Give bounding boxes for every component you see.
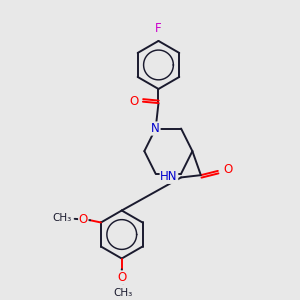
Text: O: O [79,213,88,226]
Text: F: F [155,22,162,35]
Text: CH₃: CH₃ [114,288,133,298]
Text: N: N [151,122,160,135]
Text: O: O [223,163,232,176]
Text: CH₃: CH₃ [52,213,72,223]
Text: O: O [129,95,139,108]
Text: O: O [117,271,126,284]
Text: HN: HN [160,170,178,183]
